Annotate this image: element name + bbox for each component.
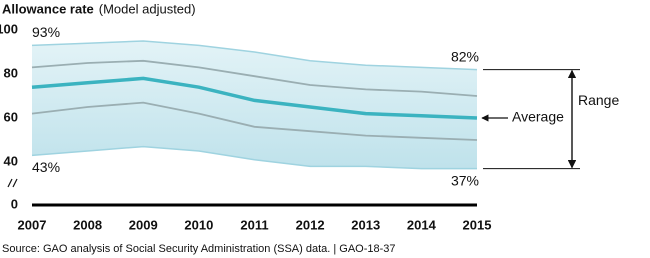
x-tick-label: 2014 (407, 217, 437, 232)
value-label: 43% (32, 159, 60, 175)
axis-break (7, 178, 13, 188)
range-upper-edge (31, 40, 478, 71)
y-tick-label: 40 (4, 153, 18, 168)
chart-subtitle: (Model adjusted) (99, 1, 196, 16)
range-lower-edge (31, 145, 477, 170)
average-label: Average (512, 109, 564, 125)
x-tick-label: 2008 (73, 217, 102, 232)
axis-break (12, 178, 18, 188)
x-tick-label: 2009 (129, 217, 158, 232)
range-band (32, 41, 477, 169)
y-tick-label: 60 (4, 109, 18, 124)
range-label: Range (578, 92, 619, 108)
x-tick-label: 2012 (296, 217, 325, 232)
x-tick-label: 2010 (184, 217, 213, 232)
y-tick-label: 0 (11, 196, 18, 211)
y-tick-label: 100 (0, 21, 18, 36)
x-tick-label: 2011 (240, 217, 268, 232)
x-tick-label: 2013 (351, 217, 380, 232)
y-tick-label: 80 (4, 65, 18, 80)
average-line (31, 76, 478, 120)
chart-title: Allowance rate (2, 1, 94, 16)
value-label: 93% (32, 24, 60, 40)
x-tick-label: 2015 (463, 217, 492, 232)
series-line (31, 101, 478, 141)
x-tick-label: 2007 (18, 217, 47, 232)
source-note: Source: GAO analysis of Social Security … (2, 243, 396, 255)
series-line (31, 59, 478, 97)
value-label: 37% (451, 172, 479, 188)
value-label: 82% (451, 48, 479, 64)
